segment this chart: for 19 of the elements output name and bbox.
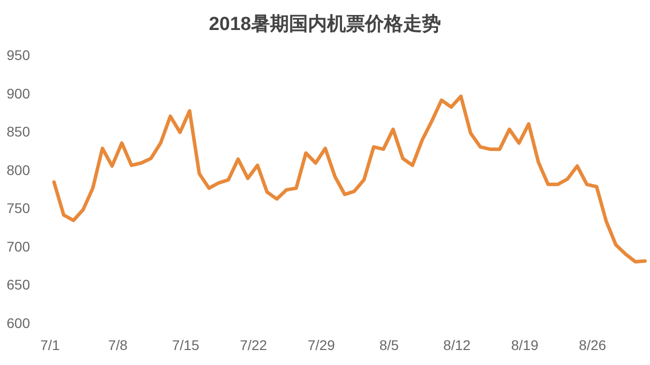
y-tick-label: 750 xyxy=(6,200,30,216)
y-tick-label: 600 xyxy=(6,315,30,331)
y-tick-label: 850 xyxy=(6,124,30,140)
y-tick-label: 950 xyxy=(6,47,30,63)
y-tick-label: 800 xyxy=(6,162,30,178)
x-tick-label: 8/12 xyxy=(443,337,471,353)
x-tick-label: 7/1 xyxy=(40,337,60,353)
y-tick-label: 900 xyxy=(6,85,30,102)
x-tick-label: 8/19 xyxy=(511,337,539,353)
x-tick-label: 7/22 xyxy=(240,337,268,353)
x-tick-label: 8/26 xyxy=(578,337,606,353)
x-tick-label: 7/29 xyxy=(308,337,336,353)
chart-title: 2018暑期国内机票价格走势 xyxy=(208,13,442,35)
line-series xyxy=(52,94,647,264)
y-tick-label: 700 xyxy=(6,238,30,254)
x-tick-label: 7/15 xyxy=(172,337,200,353)
y-tick-label: 650 xyxy=(6,276,30,293)
x-tick-label: 7/8 xyxy=(108,337,128,353)
x-tick-label: 8/5 xyxy=(379,337,400,353)
